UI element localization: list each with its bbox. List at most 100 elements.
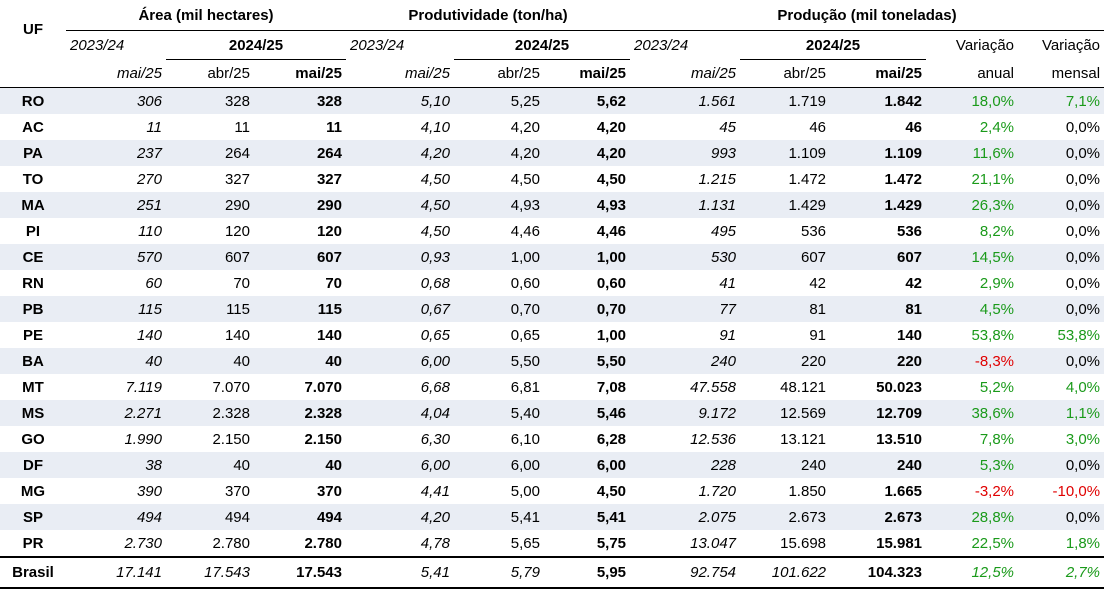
cell-area-prev: 110 — [138, 222, 162, 240]
cell-producao-mai: 13.510 — [876, 430, 923, 448]
total-prod-mai: 5,95 — [544, 556, 631, 589]
cell-area-abr: 290 — [166, 192, 254, 218]
cell-state: TO — [22, 170, 44, 188]
cell-area-prev: 7.119 — [125, 378, 162, 396]
table-row: MT 7.119 7.070 7.070 6,68 6,81 7,08 47.558 48.12… — [0, 374, 1104, 400]
cell-prod-mai: 5,75 — [596, 534, 627, 552]
cell-area-prev: 115 — [66, 296, 166, 322]
cell-producao-prev: 41 — [719, 274, 737, 292]
cell-var-mensal: 4,0% — [1065, 378, 1101, 396]
cell-producao-prev: 12.536 — [690, 430, 737, 448]
cell-prod-mai: 4,93 — [544, 192, 631, 218]
total-prod-prev: 5,41 — [346, 556, 454, 589]
table-row: RO 306 328 328 5,10 5,25 5,62 1.561 1.719 1.842 18… — [0, 87, 1104, 114]
area-year-curr: 2024/25 — [166, 30, 346, 60]
cell-area-prev: 251 — [66, 192, 166, 218]
cell-prod-abr: 1,00 — [454, 244, 544, 270]
cell-prod-prev: 5,10 — [346, 87, 454, 114]
cell-producao-abr: 12.569 — [740, 400, 831, 426]
cell-producao-mai: 240 — [830, 452, 927, 478]
cell-var-mensal: 0,0% — [1065, 170, 1101, 188]
cell-area-prev: 2.271 — [66, 400, 166, 426]
cell-prod-mai: 5,46 — [544, 400, 631, 426]
cell-var-mensal: 0,0% — [1018, 452, 1104, 478]
cell-var-anual: 18,0% — [926, 87, 1019, 114]
table-row: GO 1.990 2.150 2.150 6,30 6,10 6,28 12.536 13.12… — [0, 426, 1104, 452]
cell-producao-abr: 42 — [809, 274, 827, 292]
cell-var-mensal: 0,0% — [1018, 192, 1104, 218]
cell-prod-mai: 4,20 — [544, 140, 631, 166]
cell-prod-abr: 6,81 — [510, 378, 540, 396]
total-producao-abr: 101.622 — [740, 556, 831, 589]
cell-prod-abr: 0,60 — [510, 274, 540, 292]
cell-producao-prev: 13.047 — [690, 534, 737, 552]
total-producao-prev: 92.754 — [630, 556, 741, 589]
table-row: RN 60 70 70 0,68 0,60 0,60 41 42 42 2,9% 0,0% — [0, 270, 1104, 296]
cell-prod-mai: 4,50 — [596, 482, 627, 500]
cell-state: BA — [0, 348, 66, 374]
table-row: PB 115 115 115 0,67 0,70 0,70 77 81 81 4,5% 0,0% — [0, 296, 1104, 322]
cell-prod-abr: 6,10 — [510, 430, 540, 448]
uf-header: UF — [23, 21, 43, 39]
cell-prod-abr: 4,20 — [454, 140, 544, 166]
table-row: MG 390 370 370 4,41 5,00 4,50 1.720 1.850 1.665 -3… — [0, 478, 1104, 504]
cell-producao-abr: 2.673 — [740, 504, 831, 530]
cell-prod-abr: 4,93 — [454, 192, 544, 218]
cell-var-mensal: 1,8% — [1065, 534, 1101, 552]
cell-prod-prev: 4,50 — [346, 192, 454, 218]
total-area-abr: 17.543 — [166, 556, 254, 589]
cell-prod-prev: 4,41 — [420, 482, 450, 500]
total-var-mensal: 2,7% — [1018, 556, 1104, 589]
cell-producao-mai: 140 — [896, 326, 923, 344]
cell-area-abr: 40 — [166, 348, 254, 374]
cell-prod-mai: 5,62 — [544, 87, 631, 114]
cell-var-mensal: 1,1% — [1018, 400, 1104, 426]
cell-area-mai: 494 — [254, 504, 346, 530]
cell-producao-abr: 1.719 — [740, 87, 831, 114]
cell-area-mai: 2.150 — [304, 430, 342, 448]
cell-prod-prev: 4,50 — [420, 170, 450, 188]
table-row: AC 11 11 11 4,10 4,20 4,20 45 46 46 2,4% 0,0% — [0, 114, 1104, 140]
total-prod-abr: 5,79 — [454, 556, 544, 589]
cell-var-mensal: -10,0% — [1052, 482, 1101, 500]
cell-area-prev: 11 — [146, 118, 162, 136]
cell-area-prev: 494 — [66, 504, 166, 530]
cell-producao-prev: 228 — [630, 452, 741, 478]
cell-area-prev: 270 — [136, 170, 162, 188]
cell-var-mensal: 7,1% — [1018, 87, 1104, 114]
cell-var-anual: 53,8% — [971, 326, 1015, 344]
cell-var-anual: 21,1% — [971, 170, 1015, 188]
producao-month-mai: mai/25 — [830, 59, 927, 88]
cell-state: GO — [21, 430, 45, 448]
cell-var-anual: 2,4% — [979, 118, 1015, 136]
cell-producao-mai: 1.429 — [830, 192, 927, 218]
cell-area-prev: 2.730 — [124, 534, 162, 552]
cell-state: RO — [0, 87, 66, 114]
total-producao-mai: 104.323 — [830, 556, 927, 589]
cell-producao-prev: 1.131 — [630, 192, 741, 218]
cell-prod-mai: 0,60 — [596, 274, 627, 292]
cell-var-anual: -3,2% — [974, 482, 1015, 500]
cell-state: MT — [22, 378, 44, 396]
cell-prod-abr: 5,00 — [510, 482, 540, 500]
total-area-prev: 17.141 — [66, 556, 166, 589]
cell-prod-prev: 4,10 — [420, 118, 450, 136]
producao-year-curr: 2024/25 — [740, 30, 927, 60]
cell-state: SP — [0, 504, 66, 530]
producao-month-abr: abr/25 — [740, 59, 831, 88]
producao-year-prev: 2023/24 — [634, 36, 689, 54]
cell-producao-mai: 2.673 — [830, 504, 927, 530]
cell-area-prev: 306 — [66, 87, 166, 114]
table-row: BA 40 40 40 6,00 5,50 5,50 240 220 220 -8,3% 0,0% — [0, 348, 1104, 374]
cell-var-mensal: 0,0% — [1018, 296, 1104, 322]
cell-prod-mai: 5,50 — [544, 348, 631, 374]
area-group-header: Área (mil hectares) — [66, 0, 346, 31]
cell-producao-abr: 46 — [809, 118, 827, 136]
cell-producao-prev: 1.561 — [630, 87, 741, 114]
produtividade-group-header: Produtividade (ton/ha) — [346, 0, 631, 31]
area-month-mai: mai/25 — [254, 59, 346, 88]
prod-month-mai: mai/25 — [544, 59, 631, 88]
cell-state: MS — [0, 400, 66, 426]
cell-var-anual: -8,3% — [926, 348, 1019, 374]
